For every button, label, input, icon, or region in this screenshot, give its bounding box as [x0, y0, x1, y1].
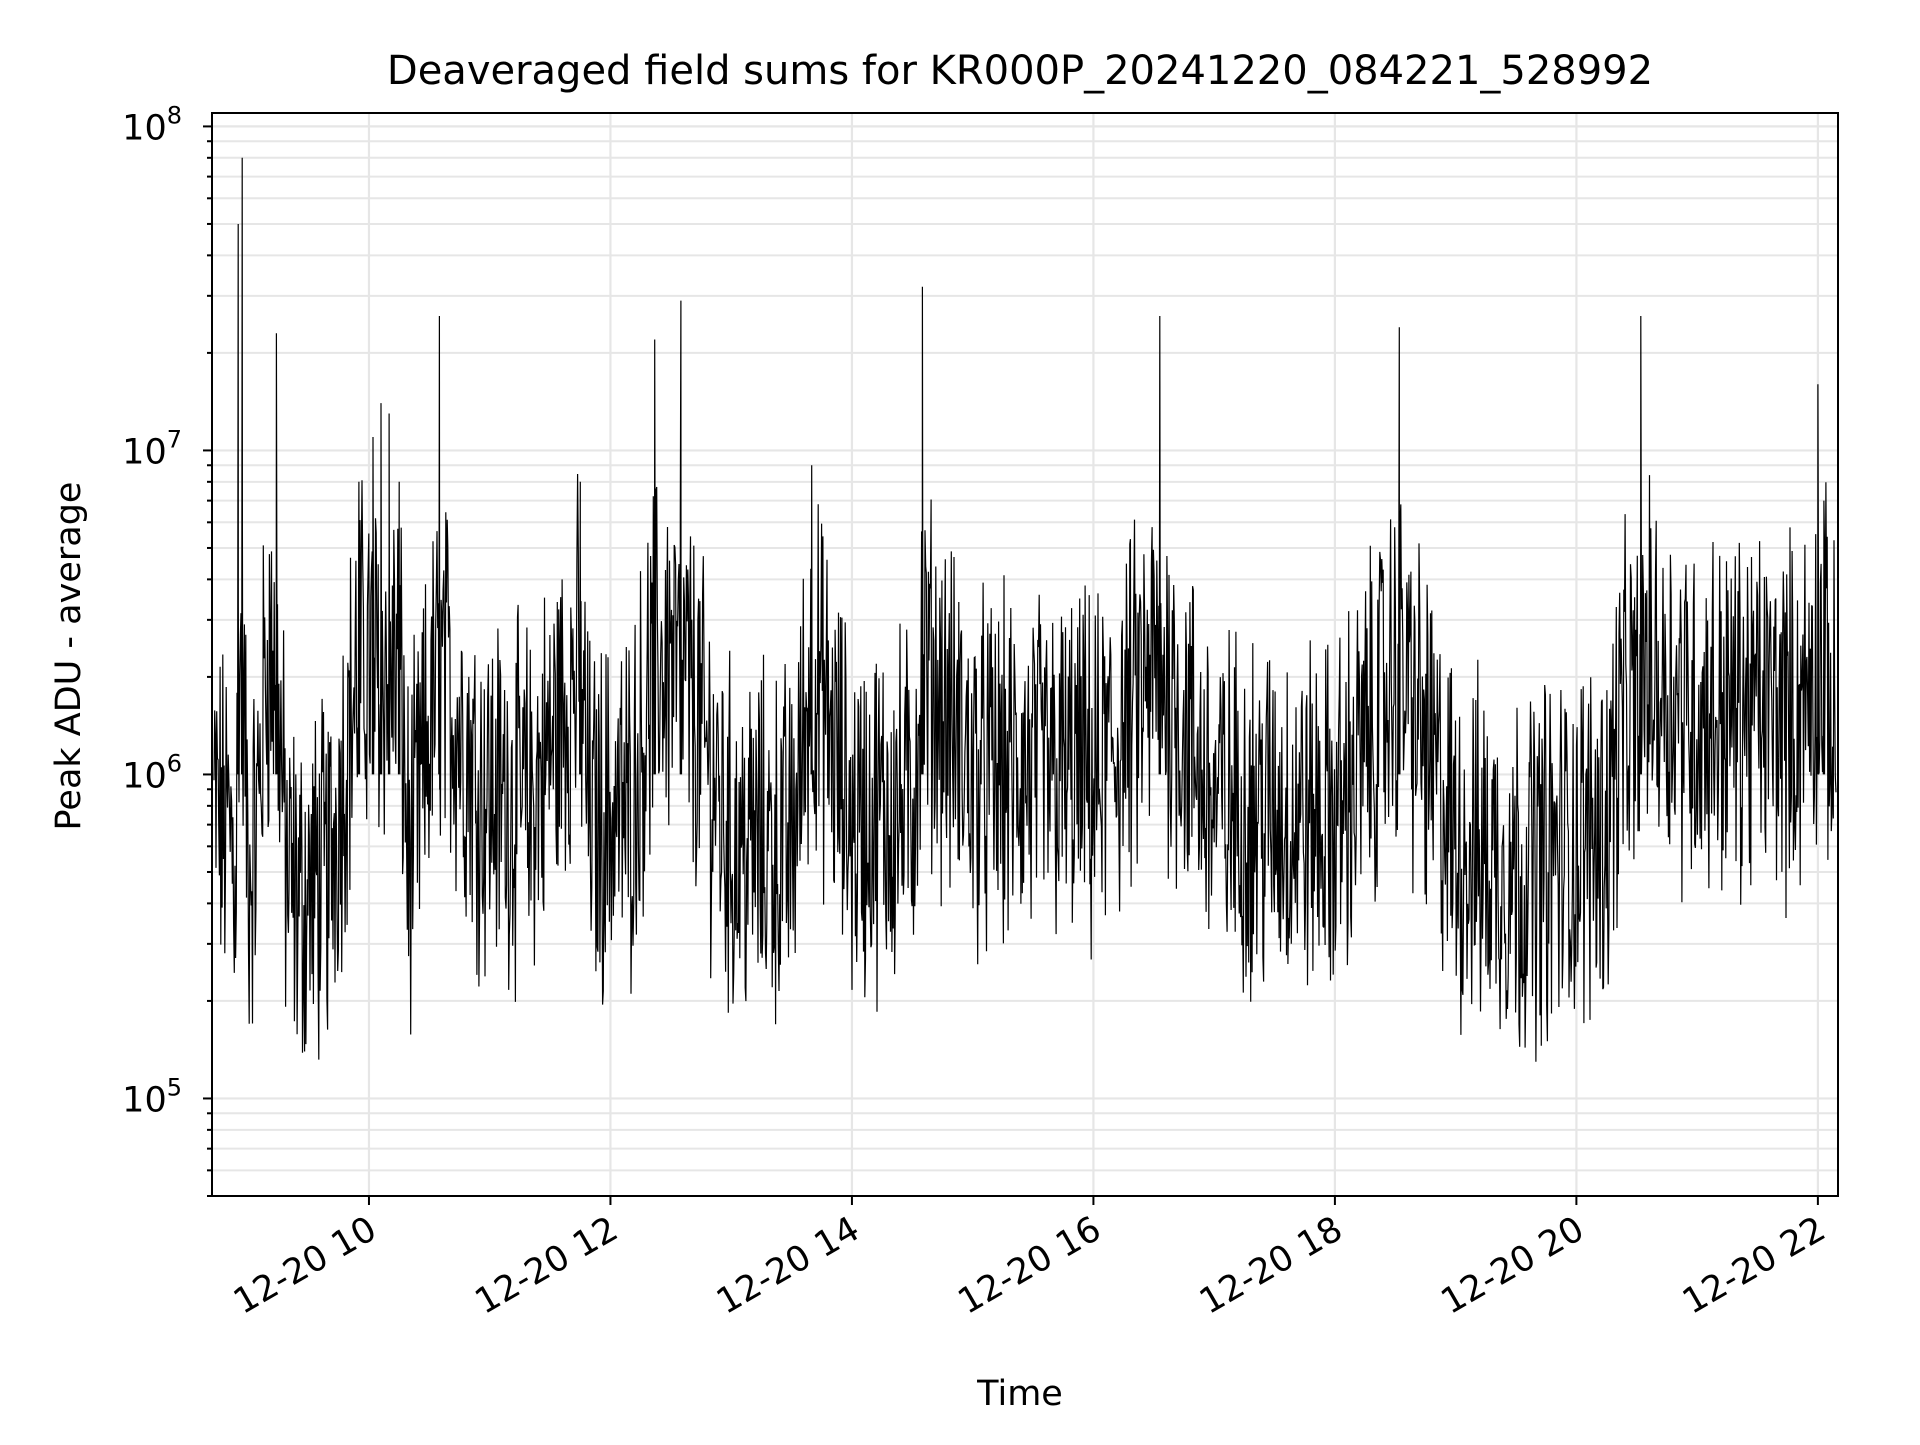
x-axis-label: Time — [976, 1374, 1063, 1414]
y-axis-label: Peak ADU - average — [49, 482, 89, 831]
plot-frame — [211, 112, 1839, 1197]
chart-title: Deaveraged field sums for KR000P_2024122… — [387, 48, 1653, 94]
y-tick-label: 107 — [122, 425, 182, 472]
y-tick-label: 108 — [122, 101, 182, 148]
y-tick-label: 106 — [122, 749, 182, 796]
y-tick-label: 105 — [122, 1073, 182, 1120]
series-line — [213, 157, 1837, 1062]
series-layer — [213, 157, 1837, 1062]
